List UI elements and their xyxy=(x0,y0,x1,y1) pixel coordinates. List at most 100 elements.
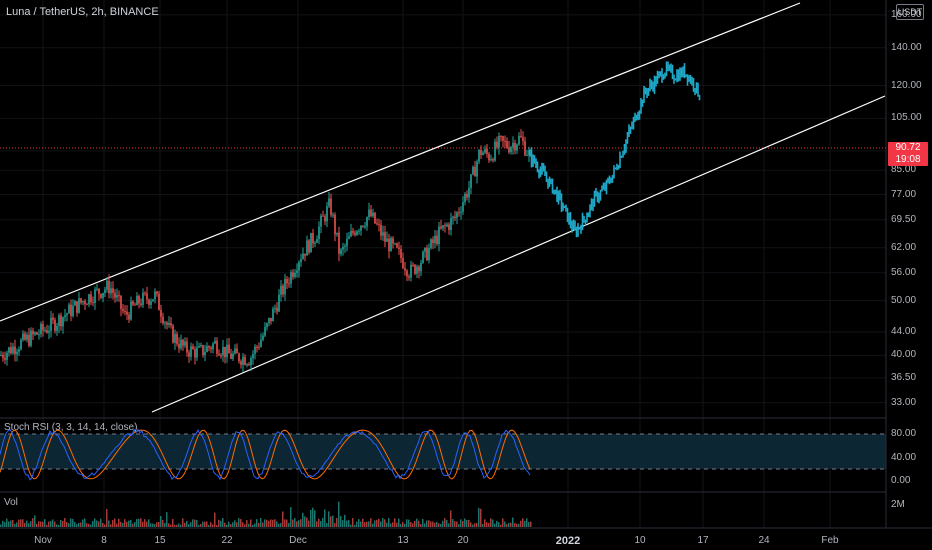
stoch-rsi-label[interactable]: Stoch RSI (3, 3, 14, 14, close) xyxy=(4,422,138,433)
candle-body xyxy=(4,358,6,360)
candle-body xyxy=(104,289,106,293)
candle-body xyxy=(312,232,314,244)
volume-bar xyxy=(234,520,236,527)
volume-bar xyxy=(122,522,124,527)
candle-body xyxy=(386,238,388,242)
candle-body xyxy=(402,257,404,268)
volume-bar xyxy=(482,523,484,527)
volume-bar xyxy=(364,522,366,527)
channel-upper-line[interactable] xyxy=(0,2,801,322)
volume-bar xyxy=(132,523,134,527)
volume-bar xyxy=(412,523,414,527)
volume-bar xyxy=(100,518,102,527)
candle-body xyxy=(438,226,440,245)
candle-body xyxy=(226,344,228,358)
volume-bar xyxy=(170,524,172,527)
candle-body xyxy=(412,264,414,266)
candle-body xyxy=(526,154,528,156)
candle-body xyxy=(84,301,86,305)
volume-bar xyxy=(74,521,76,527)
currency-badge[interactable]: USDT xyxy=(896,4,924,20)
volume-bar xyxy=(10,520,12,527)
candle-body xyxy=(50,317,52,332)
volume-bar xyxy=(160,516,162,527)
candle-body xyxy=(448,224,450,230)
candle-body xyxy=(508,147,510,153)
price-grid xyxy=(0,14,886,404)
candle-body xyxy=(408,276,410,278)
volume-bar xyxy=(176,524,178,527)
candle-body xyxy=(502,136,504,141)
volume-bar xyxy=(244,524,246,527)
volume-bar xyxy=(92,520,94,527)
candle-body xyxy=(210,347,212,350)
candle-body xyxy=(516,144,518,151)
candle-body xyxy=(16,351,18,355)
volume-bar xyxy=(328,511,330,527)
time-tick-label: 10 xyxy=(634,535,646,546)
candle-body xyxy=(136,295,138,306)
candle-body xyxy=(188,352,190,357)
price-tick-label: 85.00 xyxy=(891,164,917,176)
volume-bar xyxy=(98,521,100,527)
candle-body xyxy=(194,349,196,358)
volume-bar xyxy=(144,519,146,527)
candle-body xyxy=(392,238,394,244)
volume-bar xyxy=(68,523,70,527)
volume-bar xyxy=(348,519,350,527)
volume-bar xyxy=(208,524,210,527)
volume-bar xyxy=(214,512,216,527)
stoch-band xyxy=(0,434,886,469)
candle-body xyxy=(456,212,458,218)
volume-bar xyxy=(198,524,200,527)
volume-bar xyxy=(278,523,280,527)
candle-body xyxy=(306,240,308,256)
candle-body xyxy=(308,240,310,253)
volume-bar xyxy=(8,521,10,527)
candle-body xyxy=(506,141,508,148)
channel-lower-line[interactable] xyxy=(151,95,886,413)
volume-bar xyxy=(220,520,222,527)
volume-bar xyxy=(294,518,296,527)
candle-body xyxy=(0,354,2,356)
candle-body xyxy=(186,341,188,353)
volume-bar xyxy=(354,524,356,527)
volume-bar xyxy=(268,520,270,527)
volume-bar xyxy=(192,519,194,527)
volume-bar xyxy=(410,522,412,527)
volume-bar xyxy=(280,523,282,527)
volume-bar xyxy=(522,518,524,527)
candle-body xyxy=(450,218,452,230)
volume-bar xyxy=(24,522,26,527)
candle-body xyxy=(72,305,74,316)
candle-body xyxy=(454,216,456,218)
volume-bar xyxy=(138,518,140,527)
candle-body xyxy=(156,291,158,294)
candle-body xyxy=(466,193,468,198)
volume-bar xyxy=(302,512,304,527)
candle-body xyxy=(208,346,210,348)
candle-body xyxy=(398,247,400,249)
volume-bar xyxy=(70,518,72,527)
candle-body xyxy=(462,202,464,212)
volume-bar xyxy=(368,521,370,527)
volume-bar xyxy=(84,518,86,527)
candle-body xyxy=(190,346,192,357)
price-tick-label: 56.00 xyxy=(891,266,917,278)
volume-bar xyxy=(30,521,32,527)
projected-price-path xyxy=(529,61,701,238)
last-price-value: 90.72 xyxy=(895,142,921,153)
volume-label[interactable]: Vol xyxy=(4,497,18,508)
candle-body xyxy=(222,346,224,356)
volume-bar xyxy=(210,522,212,527)
symbol-title[interactable]: Luna / TetherUS, 2h, BINANCE xyxy=(6,6,159,18)
candle-body xyxy=(520,135,522,138)
volume-bar xyxy=(222,518,224,527)
candle-body xyxy=(430,239,432,249)
volume-bar xyxy=(290,507,292,527)
volume-bar xyxy=(200,523,202,527)
volume-bar xyxy=(452,519,454,527)
candle-body xyxy=(290,272,292,284)
stoch-tick-label: 40.00 xyxy=(891,452,917,463)
